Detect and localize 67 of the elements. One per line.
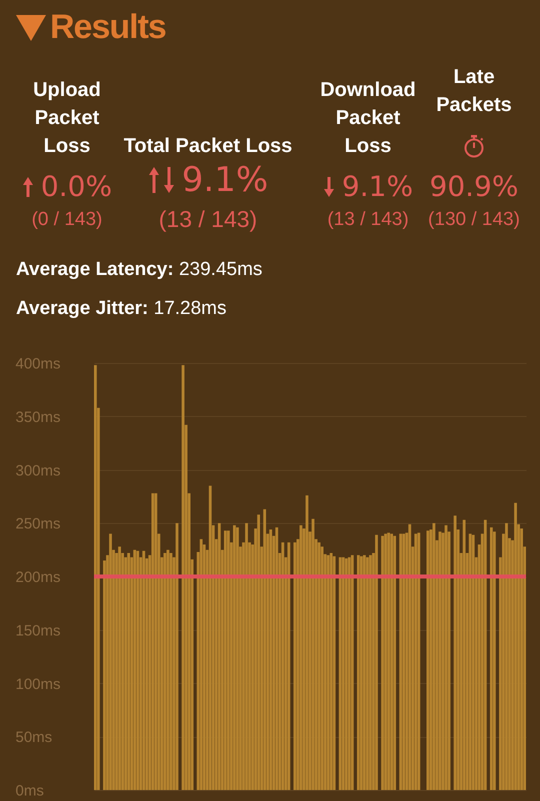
bar	[166, 550, 170, 790]
bar	[505, 523, 508, 790]
bar	[224, 530, 227, 790]
bar	[118, 546, 121, 790]
bar	[381, 536, 384, 790]
bar	[492, 532, 496, 790]
text: Total Packet Loss	[122, 134, 294, 159]
bar	[432, 523, 436, 790]
bar	[356, 555, 360, 790]
text: Average Latency: 239.45ms	[16, 259, 262, 281]
text: Late Packets	[435, 65, 513, 118]
bar	[390, 534, 394, 790]
bar	[490, 527, 493, 790]
bar	[306, 495, 308, 790]
bar	[236, 527, 239, 790]
bar	[124, 557, 128, 790]
y-tick-label: 50ms	[16, 729, 52, 746]
bar	[520, 528, 523, 790]
bar	[94, 365, 97, 790]
bar	[127, 553, 130, 790]
bar	[444, 525, 448, 790]
bar	[318, 542, 320, 790]
text: (13 / 143)	[158, 206, 258, 232]
bar	[170, 553, 172, 790]
bar	[226, 530, 230, 790]
bar	[312, 518, 314, 790]
bar	[454, 516, 456, 790]
bar	[426, 530, 430, 790]
text: Upload Packet Loss	[32, 78, 102, 159]
bar	[182, 365, 184, 790]
text: (13 / 143)	[326, 209, 410, 231]
bar	[369, 555, 372, 790]
bar	[300, 525, 302, 790]
y-tick-label: 100ms	[16, 676, 61, 693]
text: 9.1%	[342, 170, 414, 203]
bar	[366, 557, 369, 790]
text: (130 / 143)	[427, 209, 521, 231]
bar	[375, 534, 378, 790]
bar	[176, 523, 178, 790]
y-tick-label: 200ms	[16, 569, 61, 586]
y-tick-label: 400ms	[16, 356, 61, 372]
y-tick-label: 250ms	[16, 516, 61, 533]
bar	[233, 525, 236, 790]
y-tick-label: 300ms	[16, 462, 61, 480]
bar	[514, 502, 517, 790]
bar	[293, 542, 296, 790]
bar	[360, 556, 363, 790]
bar	[326, 555, 330, 790]
bar	[164, 553, 166, 790]
bar	[257, 514, 260, 790]
bar	[245, 523, 248, 790]
chart-title: Results	[50, 8, 166, 47]
bar	[320, 546, 324, 790]
text: 90.9%	[430, 170, 518, 203]
y-tick-label: 150ms	[16, 622, 61, 640]
bar	[393, 536, 396, 790]
bar	[384, 534, 387, 790]
text: 0.0%	[40, 170, 112, 203]
bar	[363, 555, 366, 790]
bar	[438, 532, 442, 790]
text: 9.1%	[182, 160, 268, 200]
text: (0 / 143)	[30, 209, 104, 231]
bar	[387, 532, 390, 790]
text: Average Jitter: 17.28ms	[16, 298, 227, 320]
y-tick-label: 0ms	[16, 782, 44, 800]
y-tick-label: 350ms	[16, 408, 61, 426]
text: Download Packet Loss	[319, 78, 417, 159]
